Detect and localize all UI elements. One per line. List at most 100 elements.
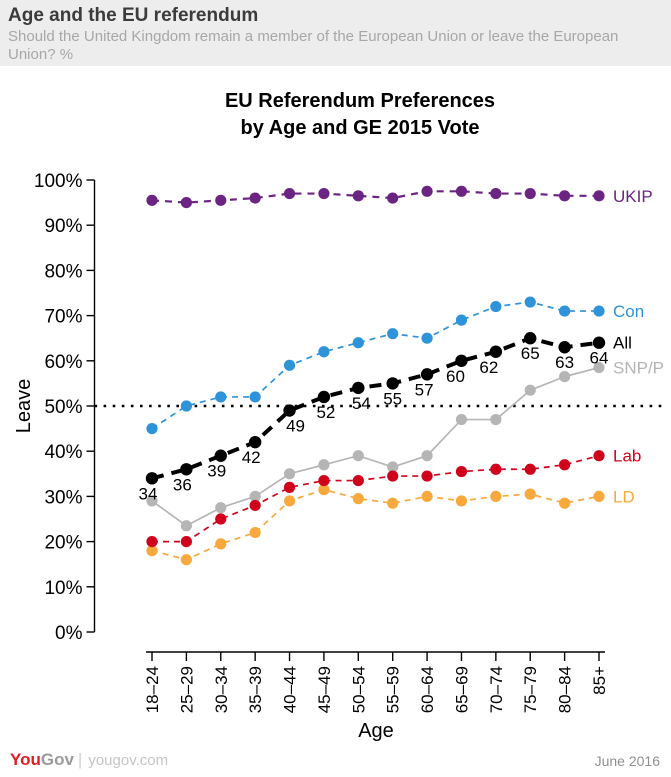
data-point (146, 423, 158, 435)
data-point (593, 450, 605, 462)
y-tick-label: 30% (44, 487, 82, 508)
point-value-label: 55 (383, 389, 402, 408)
data-point (249, 526, 261, 539)
data-point (249, 499, 261, 512)
data-point (387, 461, 399, 473)
x-tick-label: 25–29 (177, 666, 196, 713)
data-point (352, 190, 364, 202)
data-point (421, 450, 433, 462)
y-tick-label: 0% (55, 623, 83, 644)
point-value-label: 49 (286, 417, 305, 436)
series-label: All (613, 334, 632, 353)
data-point (215, 391, 227, 403)
x-tick-label: 55–59 (384, 666, 403, 713)
x-tick-label: 75–79 (521, 666, 540, 713)
y-axis-title: Leave (13, 379, 35, 434)
series-label: UKIP (613, 187, 653, 206)
point-value-label: 64 (590, 349, 609, 368)
series-ld: LD (146, 484, 635, 566)
data-point (215, 513, 227, 525)
point-value-label: 36 (173, 475, 192, 494)
point-value-label: 63 (555, 353, 574, 372)
point-value-label: 62 (479, 358, 498, 377)
y-tick-label: 80% (44, 261, 82, 282)
data-point (455, 185, 468, 197)
y-tick-label: 60% (44, 352, 82, 373)
data-point (490, 413, 502, 426)
series-line (151, 190, 599, 204)
data-point (524, 384, 536, 396)
data-point (283, 481, 296, 493)
series-label: Lab (613, 447, 641, 466)
data-point (489, 345, 503, 358)
data-point (386, 377, 399, 390)
data-point (455, 314, 468, 326)
data-point (318, 459, 330, 471)
x-tick-label: 60–64 (418, 666, 437, 713)
y-tick-label: 90% (44, 216, 82, 237)
yougov-logo: YouGov | yougov.com (10, 750, 168, 770)
data-point (352, 493, 364, 505)
logo-gov: Gov (40, 750, 74, 769)
point-value-label: 54 (352, 394, 371, 413)
footer-date: June 2016 (594, 753, 660, 769)
data-point (455, 465, 468, 478)
data-point (283, 404, 296, 417)
y-tick-label: 100% (34, 171, 83, 192)
x-tick-label: 40–44 (281, 666, 300, 713)
data-point (283, 495, 296, 507)
data-point (558, 341, 571, 354)
series-label: SNP/P (613, 359, 664, 378)
data-point (593, 305, 605, 317)
data-point (146, 194, 158, 206)
series-line (151, 366, 600, 527)
data-point (283, 359, 296, 371)
series-line (151, 488, 600, 561)
data-point (420, 368, 434, 381)
x-tick-label: 50–54 (349, 666, 368, 713)
data-point (559, 190, 571, 202)
data-point (352, 381, 365, 395)
y-tick-label: 20% (44, 533, 82, 554)
data-point (524, 463, 536, 475)
data-point (180, 400, 192, 412)
data-point (318, 474, 330, 487)
data-point (318, 484, 330, 496)
point-value-label: 52 (316, 403, 335, 422)
data-point (180, 463, 193, 476)
data-point (524, 332, 537, 345)
data-point (421, 470, 433, 482)
data-point (146, 495, 158, 507)
data-point (559, 305, 571, 317)
x-tick-label: 70–74 (487, 666, 506, 713)
x-tick-label: 85+ (590, 666, 609, 695)
data-point (283, 187, 296, 200)
data-point (524, 296, 536, 308)
data-point (490, 187, 502, 200)
point-value-label: 42 (242, 448, 261, 467)
data-point (146, 545, 158, 557)
data-point (490, 300, 502, 313)
data-point (524, 488, 536, 500)
data-point (352, 474, 364, 487)
data-point (215, 538, 227, 550)
data-point (387, 497, 399, 509)
data-point (490, 490, 502, 502)
data-point (180, 536, 192, 548)
data-point (249, 192, 261, 204)
data-point (215, 502, 227, 514)
point-value-label: 39 (207, 462, 226, 481)
chart-title-line2: by Age and GE 2015 Vote (240, 117, 480, 139)
y-tick-label: 10% (44, 578, 82, 599)
x-tick-label: 18–24 (143, 666, 162, 713)
chart-title: EU Referendum Preferences by Age and GE … (30, 88, 671, 142)
data-point (559, 459, 571, 471)
series-ukip: UKIP (146, 185, 653, 209)
series-label: LD (613, 487, 635, 506)
data-point (592, 336, 606, 349)
x-tick-label: 35–39 (246, 666, 265, 713)
data-point (455, 413, 468, 426)
point-value-label: 57 (415, 380, 434, 399)
